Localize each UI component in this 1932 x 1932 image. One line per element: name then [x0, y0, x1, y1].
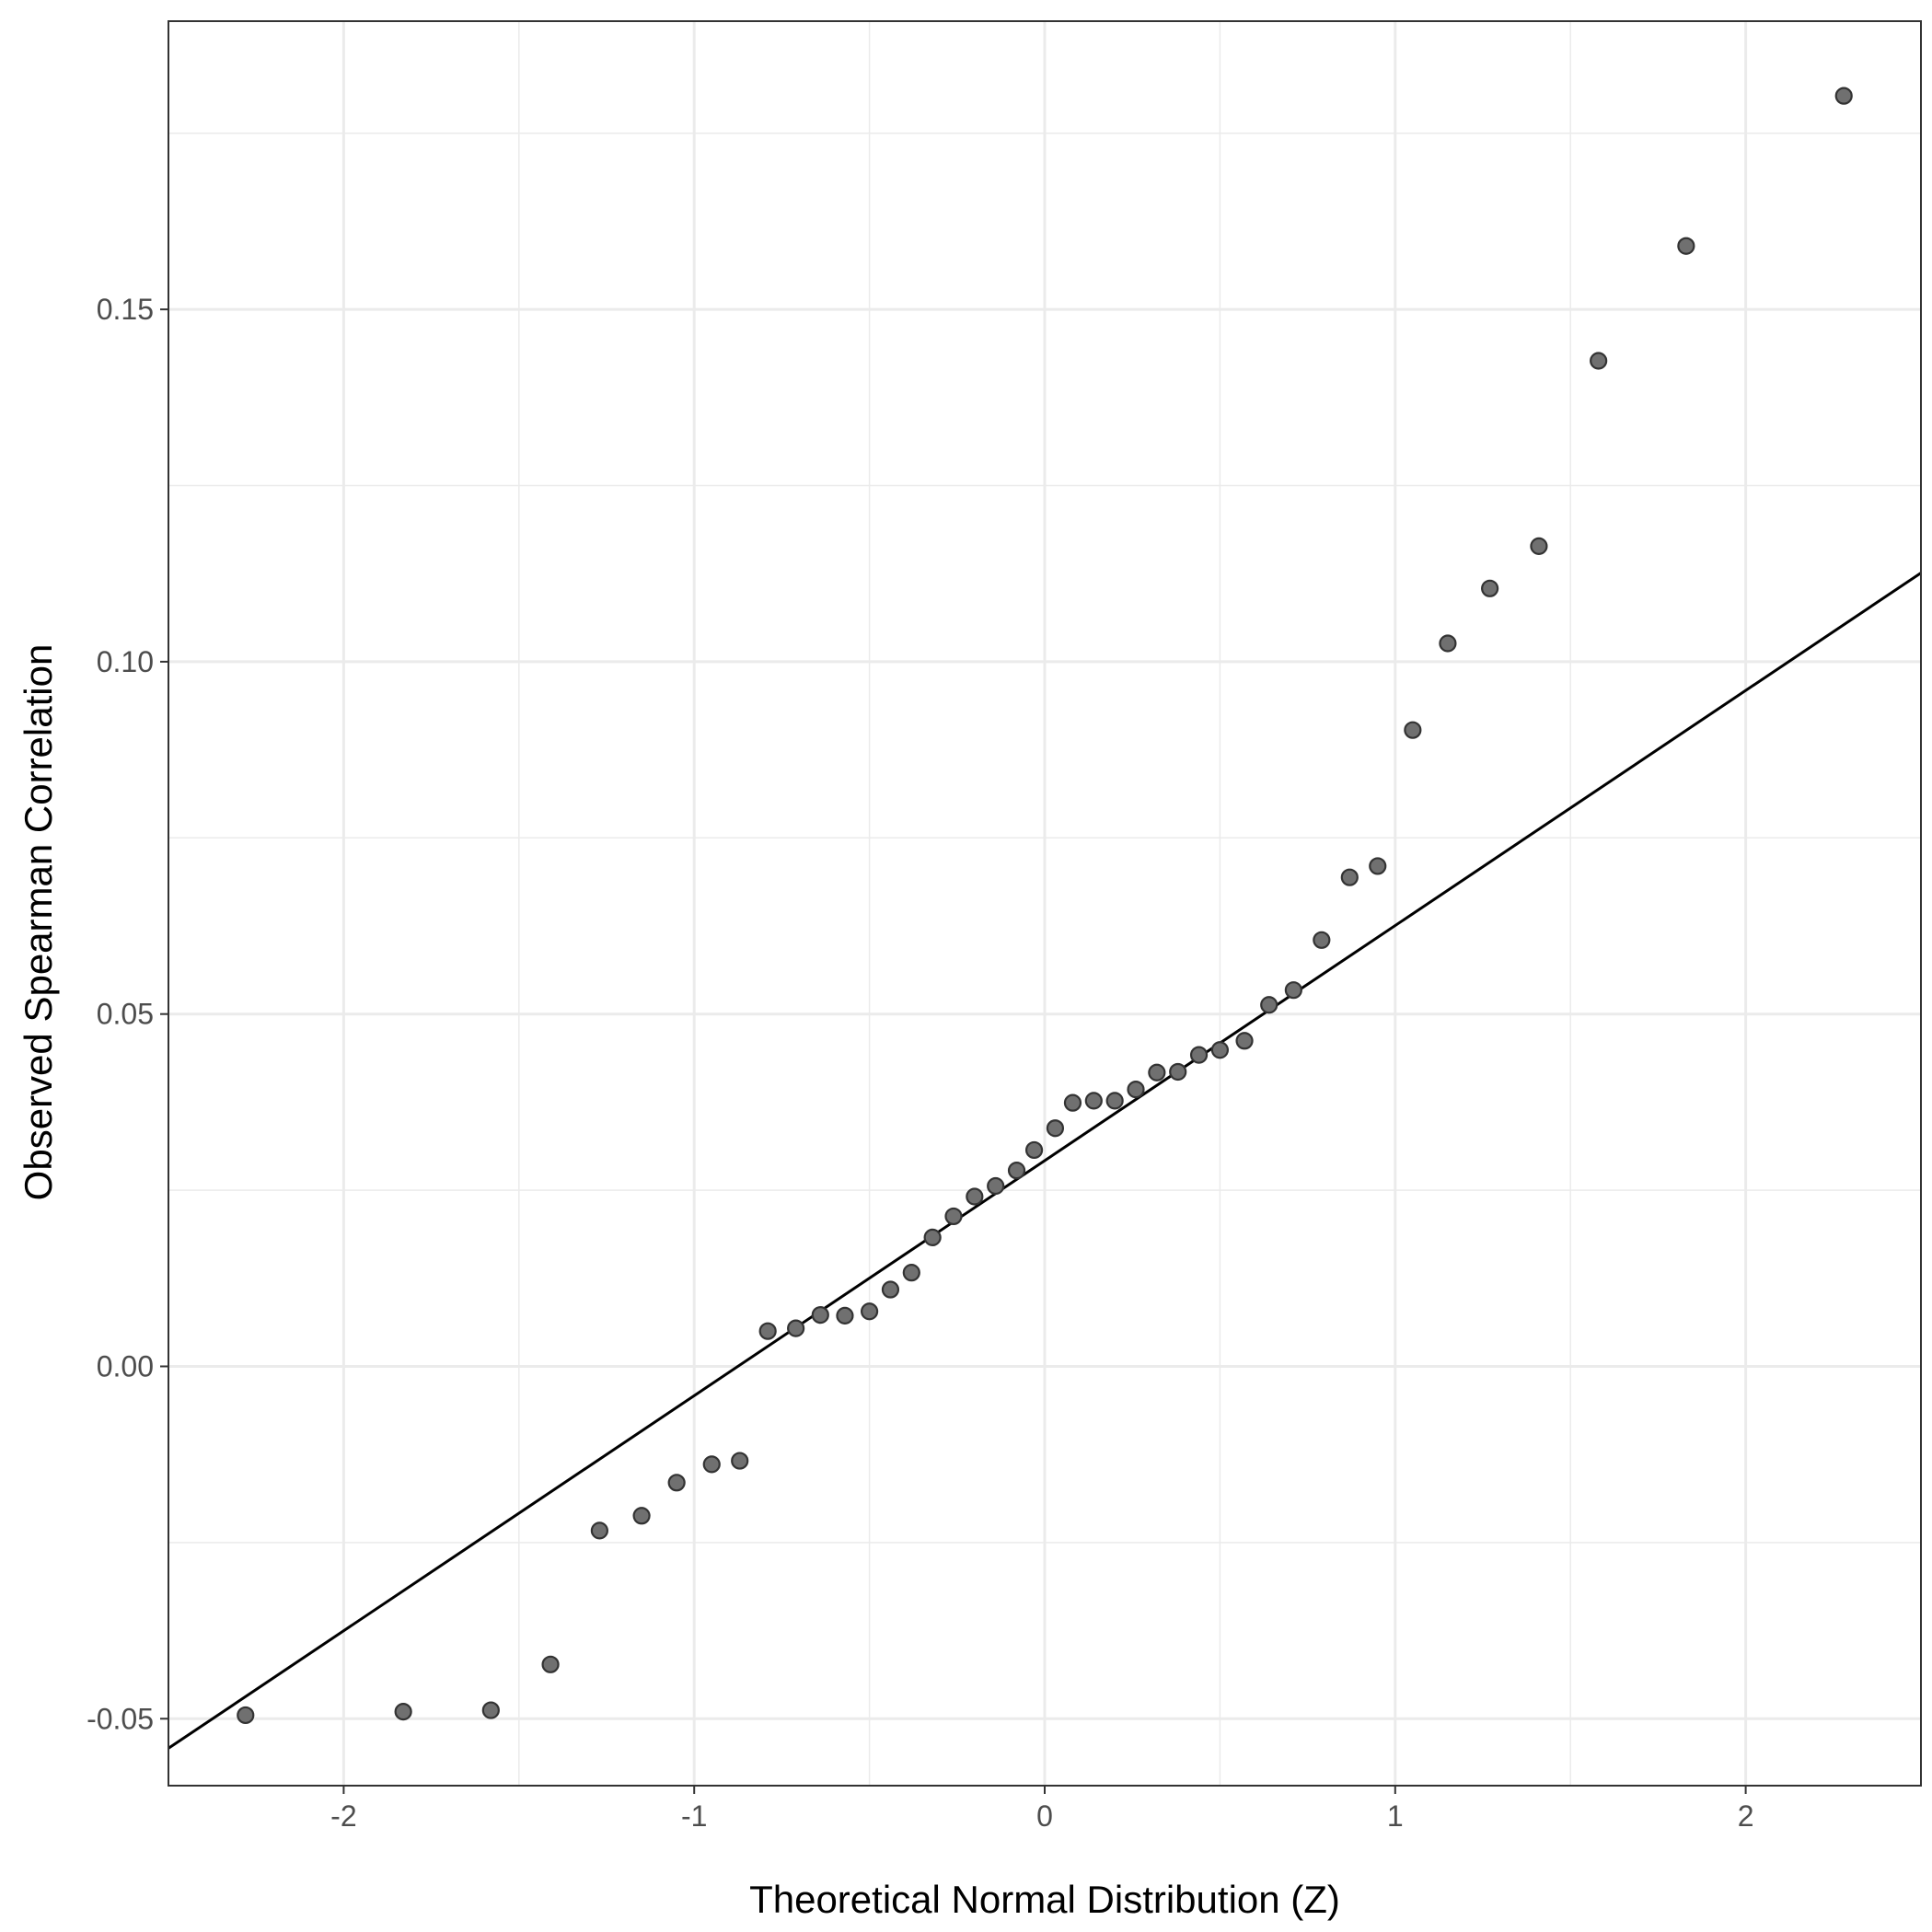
data-point: [881, 1280, 900, 1299]
y-tick-label: 0.10: [97, 645, 154, 678]
data-point: [1169, 1062, 1187, 1082]
data-point: [1590, 352, 1608, 370]
data-point: [1148, 1063, 1166, 1082]
data-point: [1063, 1093, 1082, 1112]
data-point: [1834, 87, 1853, 105]
data-point: [966, 1187, 984, 1206]
x-tick-label: 0: [1036, 1799, 1053, 1833]
y-axis: -0.05 0.00 0.05 0.10 0.15: [87, 293, 168, 1735]
y-tick-label: 0.05: [97, 998, 154, 1031]
data-point: [902, 1264, 920, 1282]
data-point: [1235, 1032, 1254, 1050]
reference-line: [168, 572, 1922, 1750]
data-point: [987, 1176, 1005, 1196]
data-point: [1127, 1081, 1145, 1099]
data-point: [836, 1306, 854, 1325]
data-point: [632, 1507, 651, 1525]
data-point: [1024, 1140, 1044, 1160]
data-point: [1084, 1092, 1103, 1110]
data-point: [923, 1228, 942, 1246]
data-point: [1677, 237, 1695, 255]
data-point: [237, 1706, 255, 1725]
data-point: [1481, 579, 1499, 597]
data-point: [811, 1305, 829, 1325]
data-point: [1260, 996, 1278, 1014]
data-point: [1404, 721, 1422, 739]
data-point: [1340, 868, 1359, 886]
y-axis-title: Observed Spearman Correlation: [17, 644, 60, 1201]
y-tick-label: 0.00: [97, 1349, 154, 1382]
data-point: [667, 1474, 686, 1492]
data-point: [944, 1207, 963, 1226]
x-tick-label: 1: [1387, 1799, 1404, 1833]
data-point: [590, 1521, 608, 1540]
y-tick-label: 0.15: [97, 293, 154, 326]
data-point: [1530, 537, 1548, 555]
data-points: [237, 87, 1853, 1725]
data-point: [1046, 1119, 1065, 1138]
x-tick-label: -1: [681, 1799, 707, 1833]
data-point: [1007, 1162, 1026, 1180]
data-point: [1105, 1092, 1124, 1110]
x-axis-title: Theoretical Normal Distribution (Z): [749, 1878, 1340, 1921]
x-tick-label: 2: [1738, 1799, 1754, 1833]
data-point: [787, 1319, 805, 1337]
data-point: [394, 1703, 412, 1721]
data-point: [1189, 1046, 1209, 1064]
data-point: [860, 1302, 879, 1321]
data-point: [541, 1655, 560, 1673]
y-tick-label: -0.05: [87, 1702, 154, 1735]
major-gridlines: [168, 21, 1921, 1786]
data-point: [702, 1455, 721, 1474]
data-point: [1313, 931, 1331, 949]
data-point: [1369, 857, 1387, 875]
data-point: [1210, 1041, 1230, 1059]
data-point: [481, 1701, 500, 1719]
x-tick-label: -2: [330, 1799, 356, 1833]
x-axis: -2 -1 0 1 2: [330, 1786, 1753, 1833]
data-point: [1284, 981, 1302, 1000]
data-point: [731, 1452, 749, 1470]
data-point: [758, 1322, 777, 1340]
data-point: [1439, 634, 1457, 653]
